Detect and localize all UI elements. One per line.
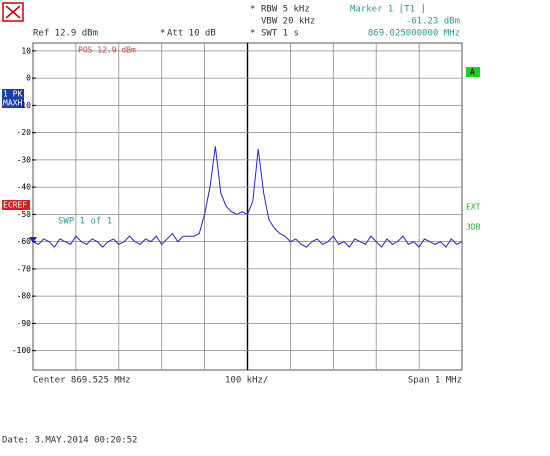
logo bbox=[2, 2, 24, 22]
vbw: VBW 20 kHz bbox=[261, 17, 315, 27]
date: Date: 3.MAY.2014 00:20:52 bbox=[2, 436, 137, 446]
marker-value: -61.23 dBm bbox=[406, 17, 460, 27]
asterisk: * bbox=[250, 5, 255, 15]
ext: EXT bbox=[466, 203, 481, 212]
left-flag: ECREF bbox=[3, 201, 27, 210]
flag-box bbox=[2, 200, 30, 210]
att: Att 10 dB bbox=[167, 29, 216, 39]
trace-mode: MAXH bbox=[3, 99, 22, 108]
span: Span 1 MHz bbox=[408, 376, 462, 386]
y-tick-label: 0 bbox=[26, 74, 31, 83]
marker bbox=[29, 237, 37, 244]
trace bbox=[32, 146, 463, 248]
pos-label: POS 12.9 dBm bbox=[78, 46, 136, 55]
db3: 3DB bbox=[466, 223, 481, 232]
y-tick-label: -60 bbox=[17, 237, 32, 246]
ref: Ref 12.9 dBm bbox=[33, 29, 98, 39]
y-tick-label: -80 bbox=[17, 292, 32, 301]
plot: 10 0 -10 -20 -30 -40 -50 -60 -70 -80 -90 -100 bbox=[12, 43, 463, 370]
rbw: RBW 5 kHz bbox=[261, 5, 310, 15]
right-flag: A bbox=[470, 68, 475, 77]
y-tick-label: 10 bbox=[21, 46, 31, 55]
y-tick-label: -30 bbox=[17, 155, 32, 164]
y-tick-label: -70 bbox=[17, 264, 32, 273]
per-div: 100 kHz/ bbox=[225, 376, 268, 386]
asterisk: * bbox=[250, 29, 255, 39]
marker-label: Marker 1 [T1 ] bbox=[350, 5, 426, 15]
y-tick-label: -100 bbox=[12, 346, 31, 355]
y-tick-label: -10 bbox=[17, 101, 32, 110]
swt: SWT 1 s bbox=[261, 29, 299, 39]
y-tick-label: -40 bbox=[17, 183, 32, 192]
asterisk: * bbox=[160, 29, 165, 39]
y-tick-label: -20 bbox=[17, 128, 32, 137]
sweep: SWP 1 of 1 bbox=[58, 217, 112, 227]
marker-freq: 869.025000000 MHz bbox=[368, 29, 460, 39]
trace-mode: 1 PK bbox=[3, 90, 22, 99]
y-tick-label: -50 bbox=[17, 210, 32, 219]
flag-box bbox=[466, 67, 480, 77]
center: Center 869.525 MHz bbox=[33, 376, 131, 386]
trace-flag bbox=[2, 89, 24, 108]
y-tick-label: -90 bbox=[17, 319, 32, 328]
